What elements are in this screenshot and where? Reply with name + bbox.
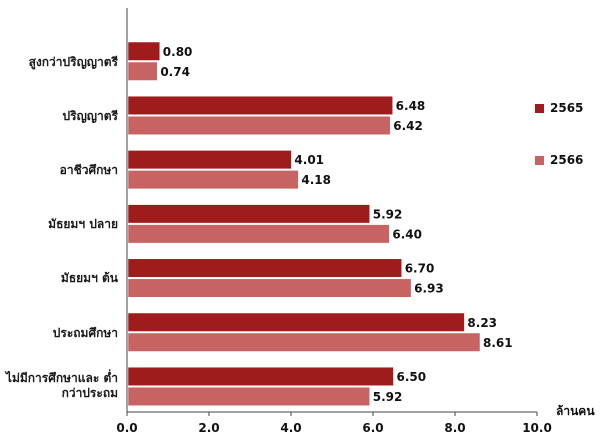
category-label: อาชีวศึกษา bbox=[59, 162, 118, 177]
category-label: มัธยมฯ ต้น bbox=[60, 271, 118, 286]
data-label: 8.61 bbox=[483, 336, 513, 350]
x-tick-label: 0.0 bbox=[116, 421, 137, 435]
bar-2565 bbox=[127, 366, 394, 386]
data-label: 0.80 bbox=[163, 45, 193, 59]
bar-2565 bbox=[127, 95, 393, 115]
legend-swatch-2566 bbox=[535, 155, 544, 165]
category-label: สูงกว่าปริญญาตรี bbox=[28, 54, 118, 69]
data-label: 6.48 bbox=[396, 99, 426, 113]
bar-2566 bbox=[127, 278, 412, 298]
bar-2565 bbox=[127, 204, 370, 224]
category-label: ไม่มีการศึกษาและ ต่ำกว่าประถม bbox=[5, 371, 118, 401]
legend-item-2565: 2565 bbox=[535, 101, 583, 115]
data-label: 6.93 bbox=[414, 282, 444, 296]
bar-2566 bbox=[127, 386, 370, 406]
bar-2566 bbox=[127, 332, 481, 352]
category-label: ประถมศึกษา bbox=[52, 325, 118, 340]
category-label: ปริญญาตรี bbox=[62, 108, 119, 123]
x-tick-label: 4.0 bbox=[280, 421, 301, 435]
data-label: 6.42 bbox=[393, 119, 423, 133]
bar-2566 bbox=[127, 170, 299, 190]
bar-2565 bbox=[127, 312, 465, 332]
bar-2565 bbox=[127, 258, 402, 278]
data-label: 8.23 bbox=[467, 316, 497, 330]
data-label: 6.50 bbox=[397, 370, 427, 384]
x-axis-unit-label: ล้านคน bbox=[556, 404, 595, 418]
bar-2566 bbox=[127, 61, 158, 81]
legend-label-2565: 2565 bbox=[550, 101, 584, 115]
x-tick-label: 8.0 bbox=[444, 421, 465, 435]
legend-label-2566: 2566 bbox=[550, 153, 584, 167]
data-label: 6.40 bbox=[392, 227, 422, 241]
x-tick-label: 6.0 bbox=[362, 421, 383, 435]
bar-2566 bbox=[127, 115, 391, 135]
data-label: 4.01 bbox=[294, 153, 324, 167]
data-label: 5.92 bbox=[373, 390, 403, 404]
category-label: มัธยมฯ ปลาย bbox=[48, 217, 118, 232]
bar-2565 bbox=[127, 41, 161, 61]
data-label: 6.70 bbox=[405, 262, 435, 276]
x-tick-label: 2.0 bbox=[198, 421, 219, 435]
legend-swatch-2565 bbox=[535, 103, 544, 113]
data-label: 0.74 bbox=[160, 65, 190, 79]
data-label: 5.92 bbox=[373, 207, 403, 221]
bar-2566 bbox=[127, 224, 390, 244]
x-tick-label: 10.0 bbox=[522, 421, 552, 435]
legend-item-2566: 2566 bbox=[535, 153, 583, 167]
bar-2565 bbox=[127, 150, 292, 170]
data-label: 4.18 bbox=[301, 173, 331, 187]
